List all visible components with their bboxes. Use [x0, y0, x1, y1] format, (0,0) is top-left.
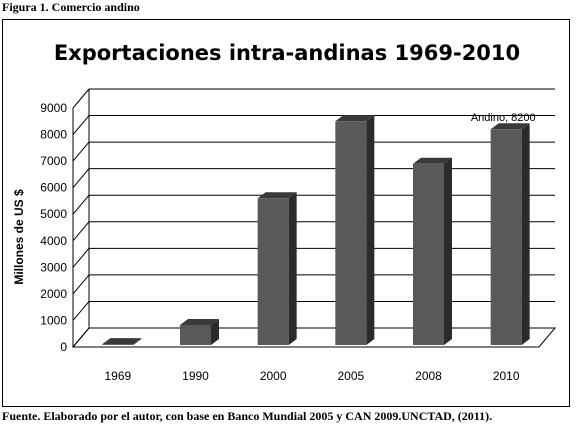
- y-tick-label: 9000: [40, 101, 67, 115]
- gridline: [72, 300, 555, 321]
- y-tick-label: 1000: [40, 313, 67, 327]
- gridline: [72, 327, 555, 348]
- gridline: [72, 88, 555, 109]
- gridline: [72, 274, 555, 295]
- gridline: [72, 168, 555, 188]
- bar: [257, 192, 297, 345]
- y-tick-label: 6000: [40, 181, 67, 195]
- bar: [102, 338, 142, 345]
- data-label: Andino, 8200: [471, 112, 536, 124]
- y-tick-label: 7000: [40, 154, 67, 168]
- gridline: [72, 194, 555, 215]
- grid-layer: [71, 88, 557, 348]
- x-tick-label: 1969: [104, 369, 131, 383]
- bar: [413, 157, 452, 345]
- gridline: [72, 221, 555, 242]
- labels-layer: 0 1000 2000 3000 4000 5000 6000 7000 8000 9000 196…: [40, 101, 535, 383]
- bars-layer: [102, 115, 530, 346]
- y-axis-title: Millones de US $: [12, 189, 26, 285]
- bar: [335, 115, 375, 346]
- y-tick-label: 4000: [40, 234, 67, 248]
- chart-title: Exportaciones intra-andinas 1969-2010: [54, 41, 520, 65]
- y-tick-label: 5000: [40, 207, 67, 221]
- gridline: [72, 141, 555, 162]
- chart-frame: Exportaciones intra-andinas 1969-2010 Mi…: [2, 19, 570, 407]
- x-tick-label: 1990: [182, 369, 209, 383]
- y-tick-label: 8000: [40, 128, 67, 142]
- gridline: [72, 247, 555, 268]
- source-note: Fuente. Elaborado por el autor, con base…: [2, 409, 493, 423]
- figure-caption: Figura 1. Comercio andino: [2, 0, 140, 14]
- gridline: [72, 115, 555, 135]
- x-tick-label: 2008: [415, 369, 442, 383]
- x-tick-label: 2010: [493, 369, 520, 383]
- bar: [490, 123, 530, 345]
- bar-chart: Exportaciones intra-andinas 1969-2010 Mi…: [12, 41, 557, 383]
- y-tick-label: 2000: [40, 287, 67, 301]
- x-tick-label: 2005: [337, 369, 364, 383]
- y-tick-label: 0: [60, 340, 67, 354]
- plot-walls: [71, 89, 557, 348]
- bar: [180, 318, 219, 345]
- y-tick-label: 3000: [40, 260, 67, 274]
- x-tick-label: 2000: [260, 369, 287, 383]
